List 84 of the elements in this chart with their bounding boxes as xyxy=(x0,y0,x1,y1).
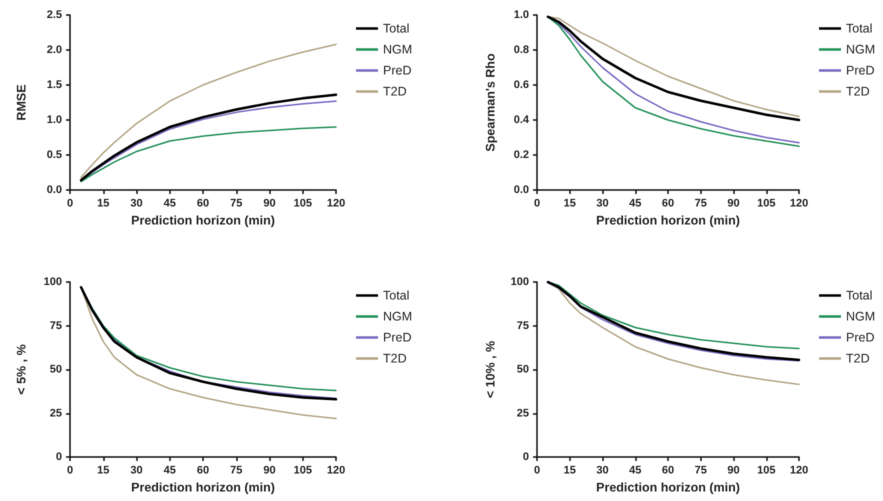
y-tick-label: 50 xyxy=(50,364,62,376)
x-axis-title: Prediction horizon (min) xyxy=(131,480,275,494)
y-tick-label: 75 xyxy=(516,320,529,332)
y-tick-label: 2.0 xyxy=(46,44,62,56)
legend-label: NGM xyxy=(846,42,876,56)
x-tick-label: 30 xyxy=(596,464,609,476)
x-tick-label: 30 xyxy=(130,464,143,476)
y-tick-label: 50 xyxy=(516,364,529,376)
y-tick-label: 0.4 xyxy=(514,114,530,126)
x-tick-label: 120 xyxy=(326,464,346,476)
y-tick-label: 100 xyxy=(44,276,62,288)
y-tick-label: 75 xyxy=(50,320,62,332)
x-tick-label: 105 xyxy=(757,464,776,476)
x-tick-label: 120 xyxy=(790,464,808,476)
x-axis-title: Prediction horizon (min) xyxy=(596,480,740,494)
y-tick-label: 0.6 xyxy=(514,79,529,91)
legend-label: Total xyxy=(383,288,410,302)
y-tick-label: 0.0 xyxy=(46,184,62,196)
x-tick-label: 0 xyxy=(66,464,74,476)
legend-label: NGM xyxy=(383,310,412,324)
y-tick-label: 1.0 xyxy=(514,9,529,21)
x-tick-label: 90 xyxy=(727,198,740,210)
line-series xyxy=(80,126,337,182)
x-tick-label: 0 xyxy=(66,198,74,210)
y-tick-label: 0.5 xyxy=(46,149,62,161)
y-tick-label: 0 xyxy=(522,451,529,463)
y-tick-label: 25 xyxy=(516,407,529,420)
y-tick-label: 100 xyxy=(510,276,529,288)
line-series xyxy=(80,44,337,178)
y-tick-label: 0 xyxy=(56,451,62,463)
x-tick-label: 15 xyxy=(97,464,110,476)
x-tick-label: 90 xyxy=(263,198,276,210)
x-tick-label: 45 xyxy=(164,464,176,476)
x-tick-label: 60 xyxy=(196,464,210,476)
x-tick-label: 45 xyxy=(164,198,176,210)
legend-label: Total xyxy=(846,288,872,302)
legend-label: Total xyxy=(846,22,872,36)
y-tick-label: 0.0 xyxy=(514,184,529,196)
x-tick-label: 120 xyxy=(326,198,346,210)
y-tick-label: 1.5 xyxy=(46,79,62,91)
x-tick-label: 15 xyxy=(564,464,576,476)
y-axis-title: RMSE xyxy=(14,84,28,121)
x-tick-label: 15 xyxy=(564,198,576,210)
legend-label: PreD xyxy=(846,64,874,78)
x-tick-label: 75 xyxy=(694,464,707,476)
x-tick-label: 60 xyxy=(662,198,674,210)
x-tick-label: 60 xyxy=(662,464,674,476)
y-axis-title: Spearman's Rho xyxy=(484,53,498,152)
legend-label: NGM xyxy=(383,42,412,56)
x-tick-label: 45 xyxy=(629,198,642,210)
x-tick-label: 30 xyxy=(130,198,143,210)
y-tick-label: 2.5 xyxy=(46,9,62,21)
legend-label: Total xyxy=(383,22,410,36)
x-tick-label: 75 xyxy=(694,198,707,210)
x-tick-label: 120 xyxy=(790,198,808,210)
legend-label: T2D xyxy=(846,84,870,98)
legend-label: PreD xyxy=(383,330,412,344)
x-axis-title: Prediction horizon (min) xyxy=(596,214,740,228)
y-tick-label: 1.0 xyxy=(46,114,62,126)
x-axis-title: Prediction horizon (min) xyxy=(131,214,275,228)
y-tick-label: 0.8 xyxy=(514,44,529,56)
y-axis-title: < 5% , % xyxy=(14,344,28,395)
x-tick-label: 75 xyxy=(230,198,242,210)
legend-label: NGM xyxy=(846,310,876,324)
x-tick-label: 105 xyxy=(294,464,312,476)
y-axis-title: < 10% , % xyxy=(484,340,498,398)
legend-label: T2D xyxy=(383,84,407,98)
y-tick-label: 25 xyxy=(50,407,62,420)
legend-label: T2D xyxy=(846,352,870,366)
x-tick-label: 90 xyxy=(727,464,740,476)
legend-label: PreD xyxy=(846,330,874,344)
x-tick-label: 105 xyxy=(294,198,312,210)
x-tick-label: 15 xyxy=(97,198,110,210)
y-tick-label: 0.2 xyxy=(514,149,529,161)
x-tick-label: 0 xyxy=(534,198,540,210)
x-tick-label: 45 xyxy=(629,464,642,476)
x-tick-label: 60 xyxy=(196,198,210,210)
x-tick-label: 105 xyxy=(757,198,776,210)
x-tick-label: 90 xyxy=(263,464,276,476)
x-tick-label: 30 xyxy=(596,198,609,210)
x-tick-label: 0 xyxy=(534,464,540,476)
x-tick-label: 75 xyxy=(230,464,242,476)
legend-label: T2D xyxy=(383,352,407,366)
legend-label: PreD xyxy=(383,64,412,78)
